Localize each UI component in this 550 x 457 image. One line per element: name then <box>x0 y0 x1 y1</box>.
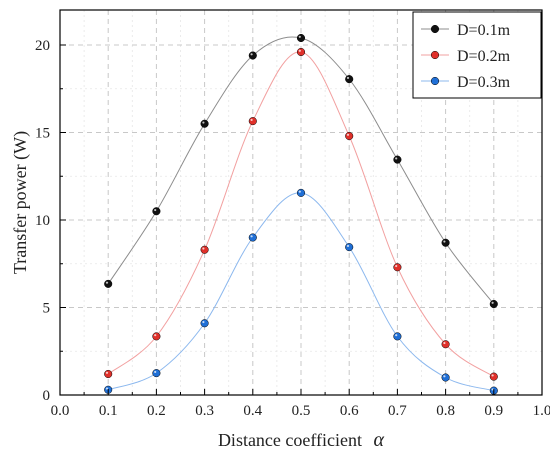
data-point-highlight <box>202 247 205 250</box>
data-point-highlight <box>346 244 350 248</box>
data-point <box>345 131 354 141</box>
data-point-highlight <box>443 341 446 345</box>
data-point <box>152 332 161 341</box>
data-point <box>345 75 354 84</box>
data-point <box>248 51 257 60</box>
data-point <box>296 47 306 57</box>
data-point <box>393 155 402 164</box>
data-point-highlight <box>395 157 398 160</box>
data-point <box>152 207 161 216</box>
data-point-highlight <box>346 76 350 80</box>
data-point-highlight <box>105 387 109 390</box>
x-tick-label: 0.7 <box>388 403 407 419</box>
data-point <box>296 33 306 43</box>
data-point <box>489 299 498 309</box>
x-axis-title-text: Distance coefficient <box>218 430 362 450</box>
data-point-highlight <box>154 334 157 337</box>
data-point-highlight <box>250 118 253 122</box>
data-point <box>200 245 209 254</box>
x-tick-label: 0.1 <box>99 403 118 419</box>
data-point <box>104 279 113 288</box>
data-point-highlight <box>250 53 253 56</box>
x-tick-label: 0.9 <box>484 403 503 419</box>
x-tick-label: 0.4 <box>243 403 262 419</box>
data-point <box>441 340 450 349</box>
data-point-highlight <box>105 281 109 284</box>
x-axis-title: Distance coefficient α <box>218 429 385 451</box>
axis-ticks: 0.0 0.1 0.2 0.3 0.4 0.5 0.6 0.7 0.8 0.9 1.0 0 5 10 15 2… <box>35 38 550 419</box>
y-tick-label: 0 <box>43 388 51 404</box>
data-point <box>489 372 498 381</box>
data-point <box>152 369 161 378</box>
data-point-highlight <box>443 375 446 378</box>
x-tick-label: 0.3 <box>195 403 214 419</box>
y-tick-label: 10 <box>35 213 50 229</box>
x-tick-label: 0.5 <box>292 403 311 419</box>
legend-label: D=0.2m <box>457 48 511 65</box>
legend-marker <box>430 50 440 60</box>
x-tick-label: 0.0 <box>51 403 70 419</box>
data-point-highlight <box>202 121 205 124</box>
data-point <box>248 117 257 126</box>
legend-marker <box>430 76 440 86</box>
data-point-highlight <box>298 49 301 52</box>
data-point <box>296 188 306 197</box>
y-axis-title: Transfer power (W) <box>10 131 31 274</box>
data-point <box>200 119 209 128</box>
data-point-highlight <box>491 301 494 304</box>
y-tick-label: 5 <box>43 301 51 317</box>
data-point <box>345 243 354 252</box>
data-point <box>441 373 450 382</box>
x-tick-label: 0.8 <box>436 403 455 419</box>
data-point-highlight <box>154 370 157 374</box>
legend-label: D=0.3m <box>457 74 511 91</box>
data-point-highlight <box>491 388 494 391</box>
data-point-highlight <box>250 235 253 238</box>
y-tick-label: 20 <box>35 38 50 54</box>
legend: D=0.1m D=0.2m D=0.3m <box>412 11 542 99</box>
data-point-highlight <box>298 190 301 193</box>
data-point-highlight <box>491 374 494 377</box>
data-point-highlight <box>346 133 350 136</box>
data-point-highlight <box>298 35 301 38</box>
data-point-highlight <box>154 208 157 212</box>
legend-label: D=0.1m <box>457 22 511 39</box>
y-tick-label: 15 <box>35 126 50 142</box>
data-point <box>200 319 209 328</box>
data-point <box>104 369 113 379</box>
legend-marker <box>430 24 440 34</box>
data-point-highlight <box>105 371 109 374</box>
grid <box>60 10 542 395</box>
data-point <box>441 238 450 247</box>
data-point <box>393 332 402 341</box>
data-point-highlight <box>443 240 446 243</box>
x-tick-label: 0.2 <box>147 403 166 419</box>
data-point-highlight <box>395 264 398 268</box>
data-point-highlight <box>395 334 398 337</box>
data-point <box>393 263 402 272</box>
x-tick-label: 1.0 <box>533 403 550 419</box>
x-axis-title-symbol: α <box>374 429 385 451</box>
data-point <box>248 233 257 242</box>
data-point-highlight <box>202 320 205 324</box>
x-tick-label: 0.6 <box>340 403 359 419</box>
